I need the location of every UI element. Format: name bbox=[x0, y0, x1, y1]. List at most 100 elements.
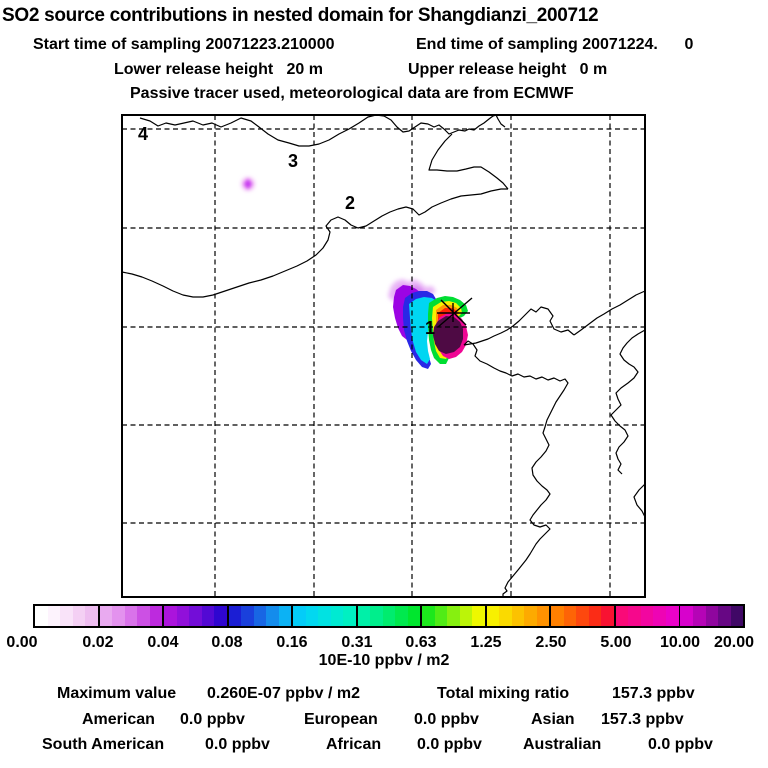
colorbar-cell bbox=[472, 606, 485, 626]
colorbar-cell bbox=[692, 606, 706, 626]
colorbar-cell bbox=[176, 606, 190, 626]
colorbar-segment bbox=[357, 606, 423, 626]
lower-release-height-text: Lower release height 20 m bbox=[114, 61, 323, 78]
colorbar-cell bbox=[85, 606, 98, 626]
domain-label-4: 4 bbox=[138, 124, 148, 144]
colorbar-cell bbox=[241, 606, 254, 626]
colorbar bbox=[33, 604, 745, 628]
region-american-label: American bbox=[82, 711, 155, 728]
colorbar-cell bbox=[511, 606, 525, 626]
end-time-text: End time of sampling 20071224. 0 bbox=[416, 36, 694, 53]
colorbar-cell bbox=[486, 606, 500, 626]
colorbar-tick-label: 1.25 bbox=[470, 634, 502, 651]
colorbar-cell bbox=[318, 606, 331, 626]
colorbar-cell bbox=[524, 606, 537, 626]
coastline-northeast bbox=[573, 290, 646, 336]
colorbar-segment bbox=[164, 606, 229, 626]
colorbar-segment bbox=[615, 606, 681, 626]
colorbar-cell bbox=[551, 606, 564, 626]
domain-label-3: 3 bbox=[288, 151, 298, 171]
coastline-ridge bbox=[428, 133, 509, 190]
colorbar-cell bbox=[99, 606, 113, 626]
colorbar-cell bbox=[357, 606, 371, 626]
coastline-peninsula bbox=[463, 306, 575, 346]
map-border bbox=[121, 114, 646, 598]
colorbar-segment bbox=[551, 606, 616, 626]
colorbar-cell bbox=[343, 606, 356, 626]
colorbar-cell bbox=[47, 606, 61, 626]
region-european-label: European bbox=[304, 711, 378, 728]
colorbar-tick-label: 5.00 bbox=[600, 634, 632, 651]
colorbar-cell bbox=[563, 606, 577, 626]
grid-lines bbox=[122, 115, 645, 597]
colorbar-segment bbox=[35, 606, 100, 626]
colorbar-cell bbox=[576, 606, 589, 626]
colorbar-cell bbox=[395, 606, 408, 626]
max-value: 0.260E-07 ppbv / m2 bbox=[207, 685, 360, 702]
colorbar-tick-label: 0.63 bbox=[405, 634, 437, 651]
plume-remote-spot bbox=[244, 179, 252, 189]
colorbar-cell bbox=[189, 606, 202, 626]
colorbar-tick-label: 20.00 bbox=[713, 634, 755, 651]
colorbar-cell bbox=[730, 606, 744, 626]
region-asian-label: Asian bbox=[531, 711, 575, 728]
region-australian-label: Australian bbox=[523, 736, 602, 753]
colorbar-cell bbox=[164, 606, 177, 626]
colorbar-cell bbox=[499, 606, 512, 626]
colorbar-cell bbox=[214, 606, 227, 626]
colorbar-cell bbox=[35, 606, 48, 626]
colorbar-segment bbox=[293, 606, 358, 626]
colorbar-cell bbox=[536, 606, 550, 626]
coastline-east-coast-lower bbox=[633, 483, 646, 518]
max-value-label: Maximum value bbox=[57, 685, 177, 702]
colorbar-segment bbox=[486, 606, 552, 626]
colorbar-tick-label: 2.50 bbox=[535, 634, 567, 651]
total-ratio-value: 157.3 ppbv bbox=[612, 685, 695, 702]
start-time-text: Start time of sampling 20071223.210000 bbox=[33, 36, 335, 53]
region-south-american-label: South American bbox=[42, 736, 165, 753]
colorbar-cell bbox=[434, 606, 448, 626]
coastline-mid-border bbox=[121, 188, 508, 298]
colorbar-cell bbox=[615, 606, 629, 626]
colorbar-tick-label: 10.00 bbox=[659, 634, 701, 651]
colorbar-cell bbox=[601, 606, 614, 626]
colorbar-segment bbox=[680, 606, 744, 626]
colorbar-cell bbox=[112, 606, 125, 626]
region-european-value: 0.0 ppbv bbox=[414, 711, 479, 728]
region-american-value: 0.0 ppbv bbox=[180, 711, 245, 728]
region-african-value: 0.0 ppbv bbox=[417, 736, 482, 753]
colorbar-tick-label: 0.08 bbox=[211, 634, 243, 651]
coastlines bbox=[121, 114, 646, 597]
colorbar-cell bbox=[60, 606, 73, 626]
colorbar-cell bbox=[149, 606, 163, 626]
colorbar-cell bbox=[72, 606, 86, 626]
colorbar-tick-label: 0.16 bbox=[276, 634, 308, 651]
colorbar-cell bbox=[201, 606, 215, 626]
colorbar-cell bbox=[228, 606, 242, 626]
region-south-american-value: 0.0 ppbv bbox=[205, 736, 270, 753]
colorbar-cell bbox=[370, 606, 383, 626]
colorbar-tick-label: 0.04 bbox=[147, 634, 179, 651]
domain-label-2: 2 bbox=[345, 193, 355, 213]
coastline-east-coast bbox=[610, 329, 646, 475]
region-african-label: African bbox=[326, 736, 382, 753]
colorbar-cell bbox=[718, 606, 731, 626]
colorbar-cell bbox=[330, 606, 344, 626]
colorbar-cell bbox=[266, 606, 279, 626]
colorbar-cell bbox=[305, 606, 319, 626]
colorbar-segment bbox=[422, 606, 487, 626]
colorbar-cell bbox=[459, 606, 473, 626]
colorbar-cell bbox=[447, 606, 460, 626]
colorbar-cell bbox=[640, 606, 654, 626]
colorbar-cell bbox=[124, 606, 138, 626]
colorbar-tick-label: 0.00 bbox=[6, 634, 38, 651]
colorbar-cell bbox=[382, 606, 396, 626]
colorbar-tick-label: 0.02 bbox=[82, 634, 114, 651]
figure-title: SO2 source contributions in nested domai… bbox=[2, 5, 599, 26]
colorbar-cell bbox=[422, 606, 435, 626]
colorbar-tick-label: 0.31 bbox=[341, 634, 373, 651]
colorbar-cell bbox=[278, 606, 292, 626]
colorbar-cell bbox=[665, 606, 679, 626]
